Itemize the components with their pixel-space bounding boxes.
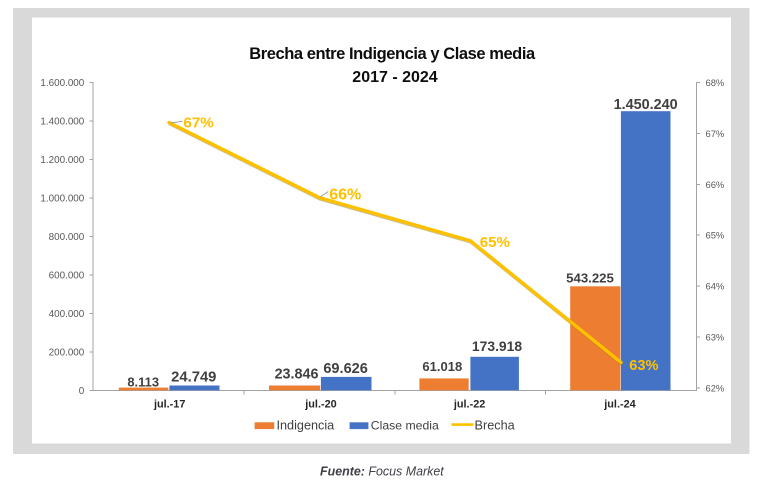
svg-text:Brecha: Brecha bbox=[475, 419, 516, 433]
svg-text:400.000: 400.000 bbox=[49, 309, 85, 320]
svg-text:jul.-17: jul.-17 bbox=[153, 399, 185, 411]
svg-text:64%: 64% bbox=[706, 281, 725, 292]
svg-text:68%: 68% bbox=[706, 77, 725, 88]
svg-text:jul.-20: jul.-20 bbox=[304, 399, 336, 411]
svg-text:1.600.000: 1.600.000 bbox=[40, 78, 84, 89]
svg-text:1.450.240: 1.450.240 bbox=[614, 97, 678, 113]
svg-text:2017 - 2024: 2017 - 2024 bbox=[352, 69, 438, 86]
svg-text:23.846: 23.846 bbox=[275, 366, 319, 382]
svg-text:66%: 66% bbox=[329, 187, 361, 204]
svg-text:24.749: 24.749 bbox=[171, 370, 216, 386]
svg-text:1.200.000: 1.200.000 bbox=[40, 155, 84, 166]
svg-text:Indigencia: Indigencia bbox=[277, 419, 336, 433]
svg-text:1.400.000: 1.400.000 bbox=[40, 117, 84, 128]
svg-text:600.000: 600.000 bbox=[49, 271, 85, 282]
svg-text:65%: 65% bbox=[706, 230, 725, 241]
svg-text:Fuente: Focus Market: Fuente: Focus Market bbox=[320, 465, 444, 479]
svg-text:jul.-22: jul.-22 bbox=[453, 399, 485, 411]
svg-text:65%: 65% bbox=[480, 234, 511, 251]
svg-text:67%: 67% bbox=[183, 115, 214, 132]
svg-text:800.000: 800.000 bbox=[49, 232, 85, 243]
svg-text:67%: 67% bbox=[706, 128, 725, 139]
svg-text:173.918: 173.918 bbox=[472, 338, 522, 354]
svg-text:Brecha entre Indigencia y Clas: Brecha entre Indigencia y Clase media bbox=[249, 45, 536, 63]
svg-text:Clase media: Clase media bbox=[371, 419, 439, 433]
svg-text:543.225: 543.225 bbox=[566, 271, 614, 286]
svg-text:63%: 63% bbox=[706, 332, 725, 343]
svg-text:63%: 63% bbox=[629, 358, 658, 374]
svg-text:8.113: 8.113 bbox=[127, 375, 159, 390]
svg-text:69.626: 69.626 bbox=[323, 361, 368, 377]
svg-text:62%: 62% bbox=[706, 382, 725, 393]
svg-text:61.018: 61.018 bbox=[422, 359, 462, 374]
svg-text:66%: 66% bbox=[706, 179, 725, 190]
svg-text:1.000.000: 1.000.000 bbox=[40, 194, 84, 205]
svg-text:200.000: 200.000 bbox=[49, 348, 85, 359]
svg-text:0: 0 bbox=[79, 386, 85, 397]
svg-text:jul.-24: jul.-24 bbox=[603, 399, 635, 411]
